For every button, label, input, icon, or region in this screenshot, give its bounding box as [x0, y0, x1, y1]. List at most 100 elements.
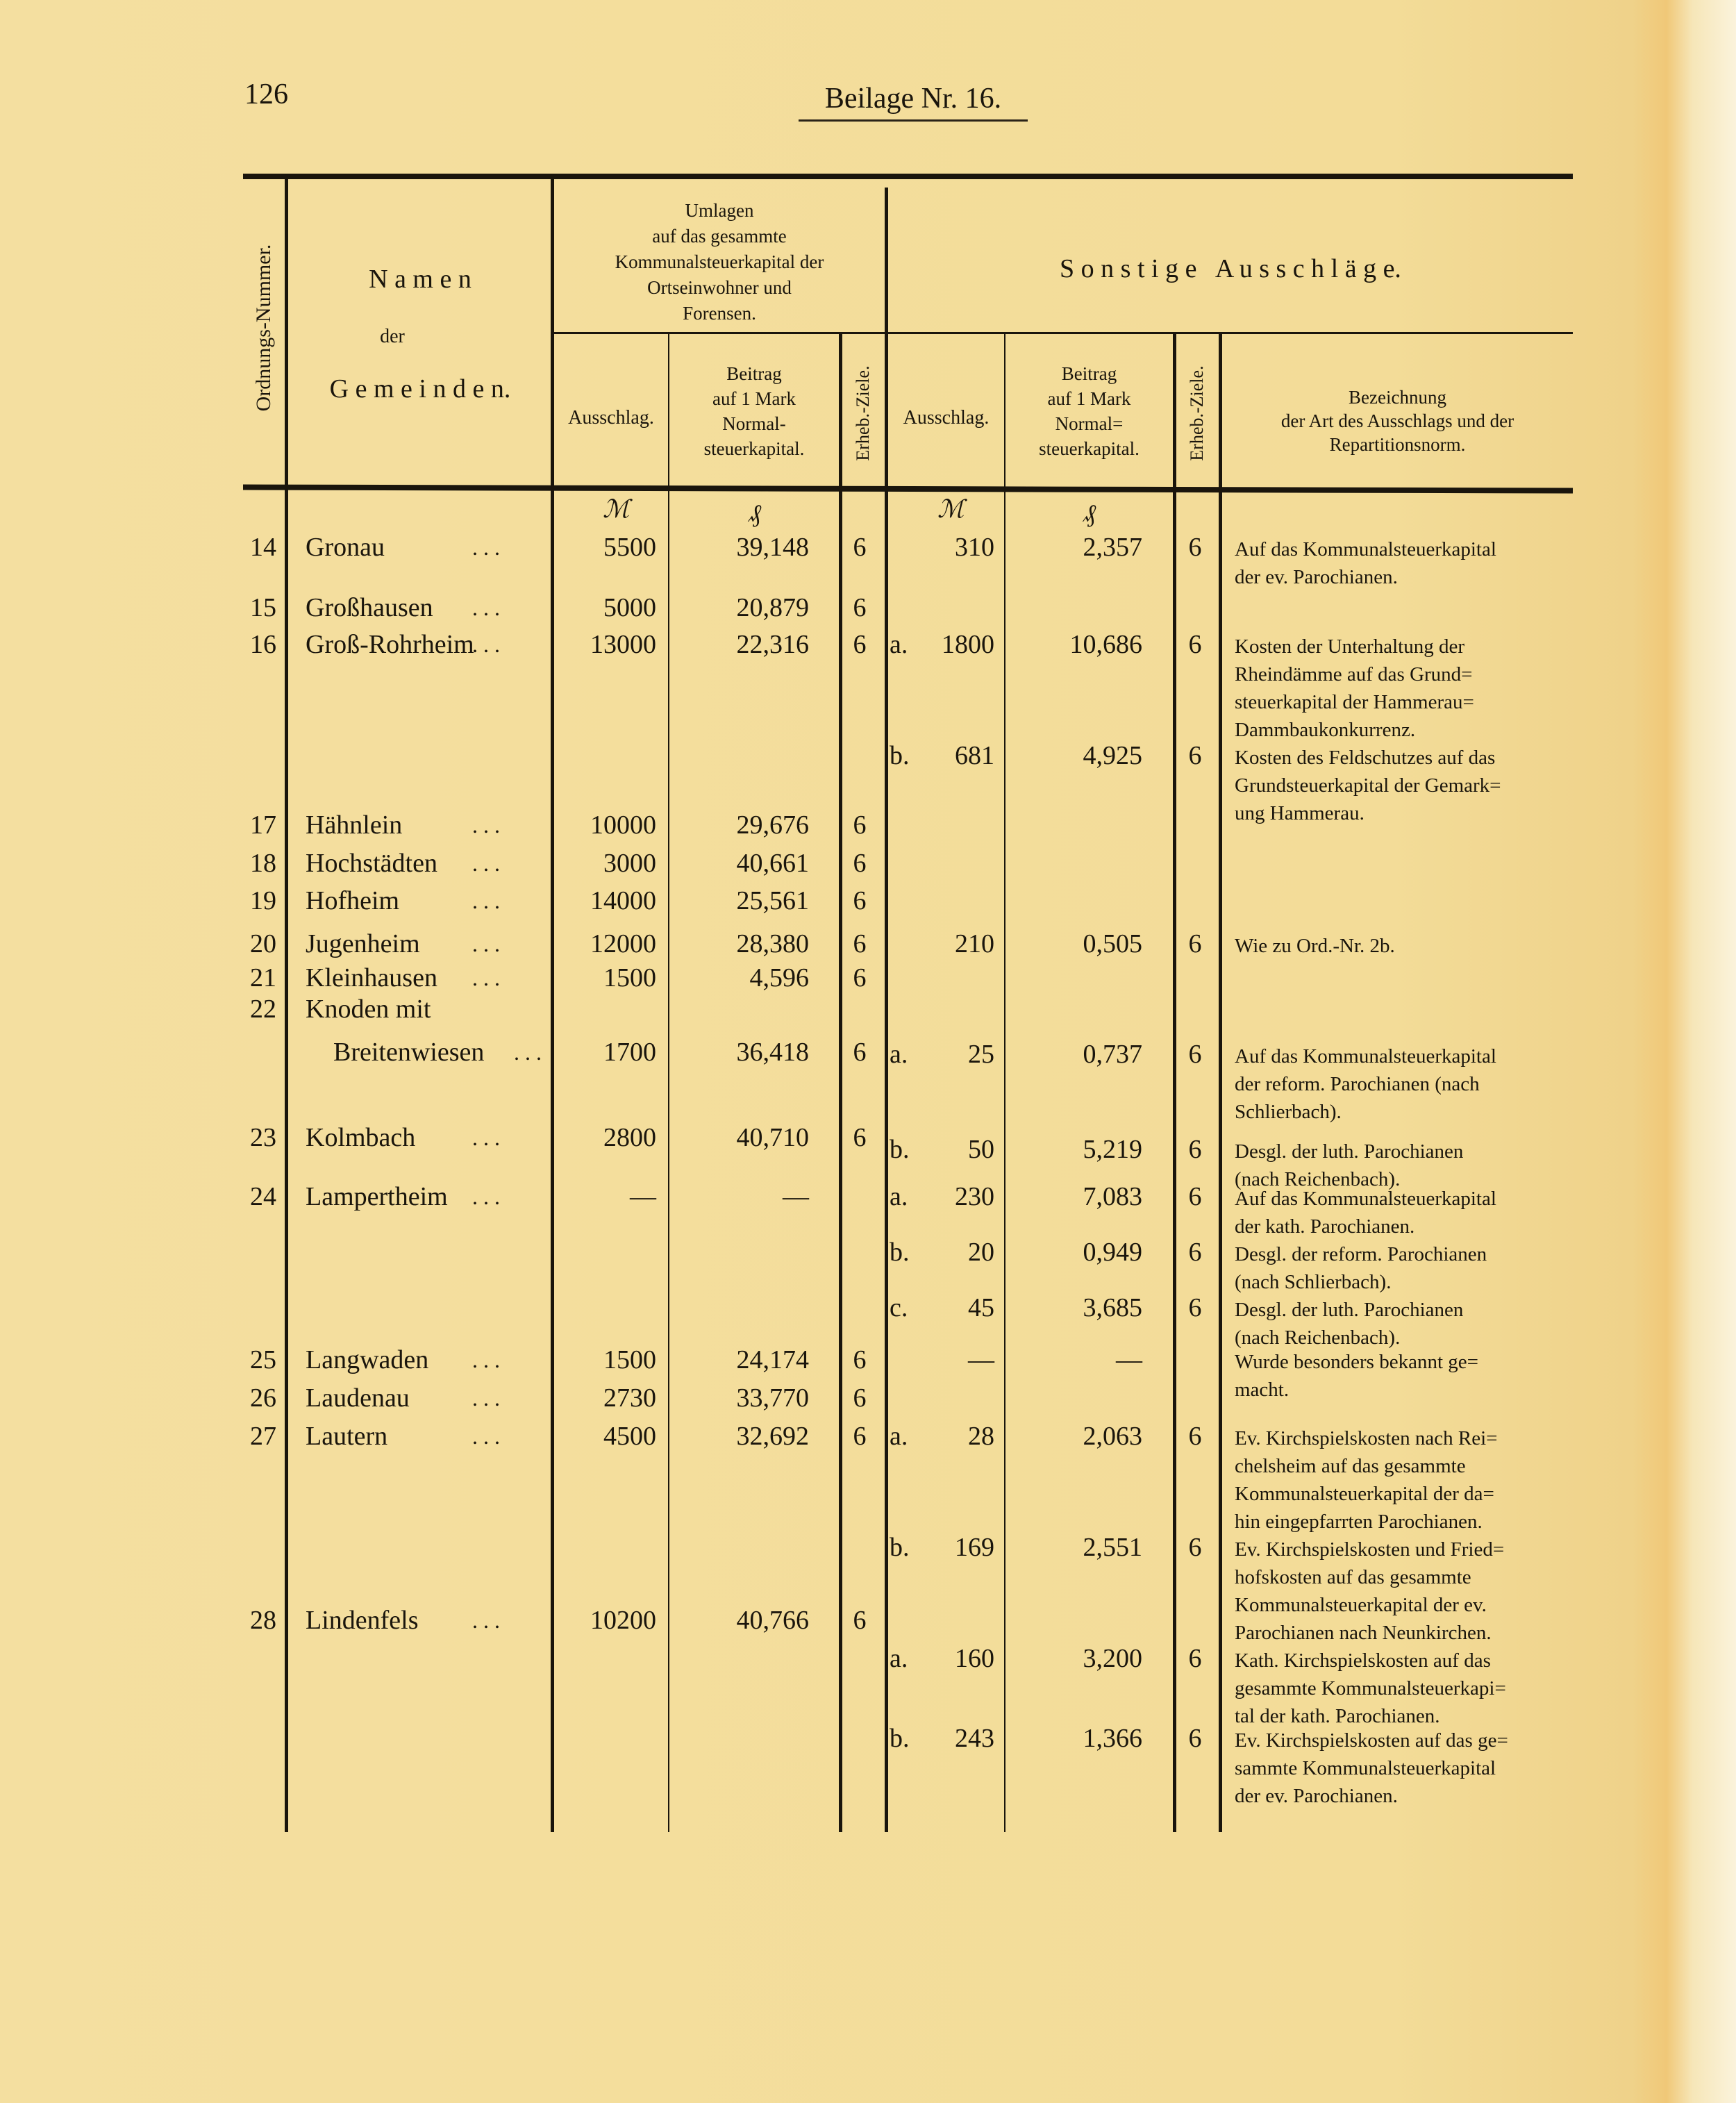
- sonstige-erheb-ziele-value: 6: [1188, 533, 1202, 562]
- sonstige-beitrag-value: 4,925: [1083, 741, 1143, 770]
- sonstige-ausschlag-value: —: [968, 1345, 994, 1374]
- sonstige-erheb-ziele-value: 6: [1188, 1040, 1202, 1069]
- ausschlag-value: 1500: [603, 963, 656, 992]
- sonstige-erheb-ziele-value: 6: [1188, 1293, 1202, 1322]
- leader-dots: . . .: [472, 1608, 500, 1633]
- sonstige-ausschlag-value: 28: [968, 1422, 994, 1451]
- erheb-ziele-value: 6: [853, 1422, 867, 1451]
- beitrag-value: 28,380: [736, 929, 810, 958]
- ausschlag-value: 12000: [590, 929, 656, 958]
- unit-pf-2: ₰: [1083, 499, 1096, 527]
- ausschlag-value: 13000: [590, 630, 656, 659]
- sonstige-beitrag-value: 0,949: [1083, 1238, 1143, 1267]
- municipality-name: Langwaden: [306, 1345, 429, 1374]
- header-bottom-rule: [242, 484, 1574, 494]
- row-number: 23: [250, 1123, 276, 1152]
- municipality-name: Knoden mit: [306, 995, 431, 1024]
- sonstige-description: Kath. Kirchspielskosten auf das gesammte…: [1235, 1649, 1506, 1727]
- header-ausschlag-1: Ausschlag.: [568, 407, 654, 429]
- header-erheb-ziele-1: Erheb.-Ziele.: [853, 365, 873, 461]
- sonstige-description: Desgl. der luth. Parochianen (nach Reich…: [1235, 1140, 1464, 1190]
- sonstige-erheb-ziele-value: 6: [1188, 1238, 1202, 1267]
- beitrag-value: 40,661: [736, 849, 810, 878]
- sonstige-beitrag-value: 5,219: [1083, 1135, 1143, 1164]
- page-title: Beilage Nr. 16.: [799, 82, 1028, 122]
- sub-entry-label: b.: [890, 741, 910, 770]
- ausschlag-value: 10000: [590, 811, 656, 840]
- beitrag-value: 32,692: [736, 1422, 810, 1451]
- municipality-name: Lampertheim: [306, 1182, 448, 1211]
- leader-dots: . . .: [472, 1184, 500, 1209]
- header-bezeichnung: Bezeichnung der Art des Ausschlags und d…: [1280, 387, 1514, 455]
- header-ausschlag-2: Ausschlag.: [903, 407, 990, 429]
- sonstige-erheb-ziele-value: 6: [1188, 741, 1202, 770]
- ausschlag-value: 4500: [603, 1422, 656, 1451]
- unit-mark-1: ℳ: [603, 495, 630, 523]
- leader-dots: . . .: [472, 535, 500, 560]
- sonstige-erheb-ziele-value: 6: [1188, 1533, 1202, 1562]
- municipality-name: Großhausen: [306, 593, 433, 622]
- erheb-ziele-value: 6: [853, 1383, 867, 1413]
- header-beitrag-1: Beitrag auf 1 Mark Normal- steuerkapital…: [703, 363, 805, 459]
- row-number: 14: [250, 533, 276, 562]
- unit-pf-1: ₰: [749, 499, 761, 527]
- leader-dots: . . .: [472, 851, 500, 876]
- ausschlag-value: 2730: [603, 1383, 656, 1413]
- row-number: 27: [250, 1422, 276, 1451]
- row-number: 21: [250, 963, 276, 992]
- municipality-name: Hochstädten: [306, 849, 437, 878]
- sonstige-ausschlag-value: 50: [968, 1135, 994, 1164]
- col-rule: [839, 333, 842, 1832]
- row-number: 24: [250, 1182, 276, 1211]
- sonstige-ausschlag-value: 230: [955, 1182, 994, 1211]
- sub-entry-label: c.: [890, 1293, 908, 1322]
- header-sub-rule: [552, 332, 1573, 334]
- sonstige-erheb-ziele-value: 6: [1188, 1135, 1202, 1164]
- row-number: 22: [250, 995, 276, 1024]
- col-rule: [1004, 333, 1005, 1832]
- municipality-name-cont: Breitenwiesen: [333, 1038, 485, 1067]
- beitrag-value: 33,770: [736, 1383, 810, 1413]
- row-number: 25: [250, 1345, 276, 1374]
- sonstige-erheb-ziele-value: 6: [1188, 929, 1202, 958]
- beitrag-value: 4,596: [749, 963, 810, 992]
- municipality-name: Lindenfels: [306, 1606, 419, 1635]
- municipality-name: Laudenau: [306, 1383, 410, 1413]
- sonstige-ausschlag-value: 1800: [942, 630, 994, 659]
- sub-entry-label: b.: [890, 1724, 910, 1753]
- municipality-name: Lautern: [306, 1422, 388, 1451]
- header-sonstige: S o n s t i g e A u s s c h l ä g e.: [1060, 254, 1401, 283]
- sub-entry-label: a.: [890, 1182, 908, 1211]
- col-rule: [285, 179, 288, 1832]
- sonstige-beitrag-value: 3,200: [1083, 1644, 1143, 1673]
- sonstige-beitrag-value: 7,083: [1083, 1182, 1143, 1211]
- row-number: 17: [250, 811, 276, 840]
- col-rule: [668, 333, 669, 1832]
- sonstige-description: Wurde besonders bekannt ge= macht.: [1235, 1351, 1478, 1401]
- sub-entry-label: a.: [890, 1644, 908, 1673]
- sonstige-ausschlag-value: 681: [955, 741, 994, 770]
- leader-dots: . . .: [472, 888, 500, 913]
- sonstige-description: Auf das Kommunalsteuerkapital der kath. …: [1235, 1188, 1496, 1238]
- erheb-ziele-value: 6: [853, 1606, 867, 1635]
- sonstige-description: Auf das Kommunalsteuerkapital der reform…: [1235, 1045, 1496, 1123]
- ausschlag-value: 5000: [603, 593, 656, 622]
- sonstige-beitrag-value: 2,357: [1083, 533, 1143, 562]
- ausschlag-value: 1500: [603, 1345, 656, 1374]
- sonstige-beitrag-value: 10,686: [1069, 630, 1143, 659]
- leader-dots: . . .: [472, 965, 500, 990]
- beitrag-value: 20,879: [736, 593, 810, 622]
- leader-dots: . . .: [472, 1347, 500, 1372]
- sonstige-ausschlag-value: 20: [968, 1238, 994, 1267]
- ausschlag-value: 10200: [590, 1606, 656, 1635]
- header-umlagen: Umlagen auf das gesammte Kommunalsteuerk…: [615, 200, 824, 324]
- leader-dots: . . .: [514, 1040, 542, 1065]
- leader-dots: . . .: [472, 1125, 500, 1150]
- row-number: 20: [250, 929, 276, 958]
- beitrag-value: 40,710: [736, 1123, 810, 1152]
- header-der: der: [380, 326, 405, 347]
- sonstige-beitrag-value: 2,551: [1083, 1533, 1143, 1562]
- sub-entry-label: b.: [890, 1135, 910, 1164]
- sonstige-erheb-ziele-value: 6: [1188, 1182, 1202, 1211]
- sonstige-description: Ev. Kirchspielskosten auf das ge= sammte…: [1235, 1729, 1508, 1807]
